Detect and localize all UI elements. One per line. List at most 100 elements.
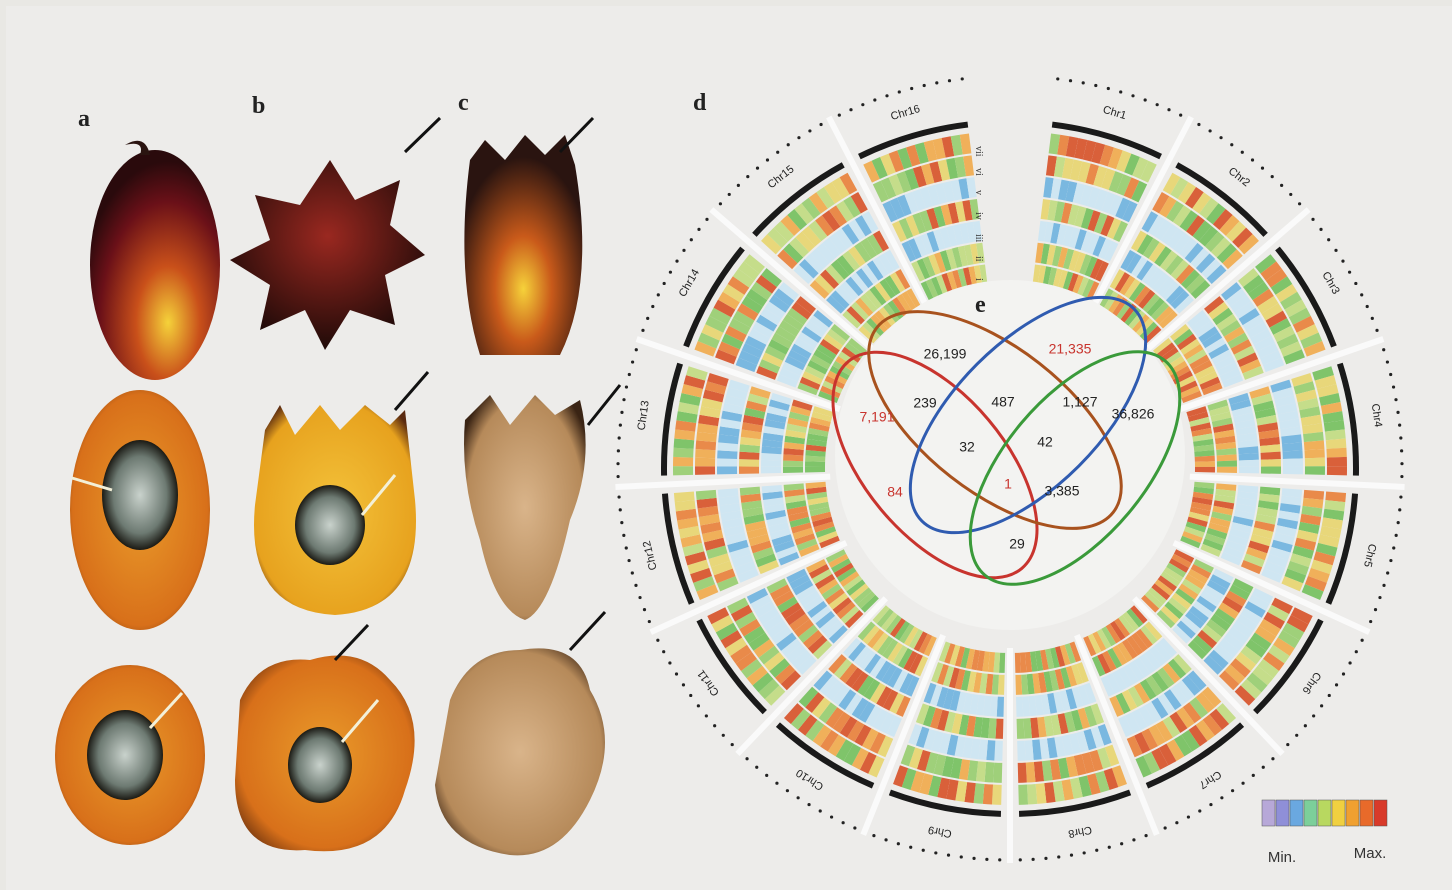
heatmap-cell — [1265, 310, 1288, 328]
heatmap-cell — [1296, 324, 1319, 341]
heatmap-cell — [767, 227, 788, 249]
heatmap-cell — [748, 533, 770, 547]
heatmap-cell — [1047, 692, 1058, 714]
heatmap-cell — [1176, 333, 1197, 351]
heatmap-cell — [1319, 525, 1342, 539]
heatmap-cell — [1059, 644, 1071, 666]
heatmap-cell — [696, 431, 717, 443]
heatmap-cell — [752, 672, 774, 693]
heatmap-cell — [762, 432, 784, 442]
tick-dot — [630, 571, 634, 575]
heatmap-cell — [1289, 553, 1312, 568]
heatmap-cell — [1201, 332, 1223, 349]
heatmap-cell — [1114, 617, 1131, 638]
heatmap-cell — [937, 709, 950, 731]
heatmap-cell — [929, 684, 943, 706]
heatmap-cell — [1160, 223, 1179, 245]
heatmap-cell — [906, 288, 921, 309]
track-label: ii — [973, 256, 984, 262]
heatmap-cell — [1250, 632, 1272, 651]
heatmap-cell — [1175, 264, 1195, 285]
fruit-a1 — [90, 150, 220, 380]
heatmap-cell — [1186, 215, 1205, 237]
heatmap-cell — [1141, 211, 1159, 233]
tick-dot — [1251, 773, 1255, 777]
tick-dot — [1018, 858, 1022, 862]
heatmap-cell — [721, 517, 744, 530]
heatmap-cell — [982, 783, 994, 805]
tick-dot — [617, 495, 621, 499]
heatmap-cell — [991, 784, 1002, 805]
sector-divider — [1179, 336, 1385, 413]
tick-dot — [1391, 385, 1396, 389]
heatmap-cell — [1043, 177, 1054, 199]
heatmap-cell — [786, 505, 808, 516]
heatmap-cell — [934, 182, 948, 205]
heatmap-cell — [1232, 620, 1254, 639]
heatmap-cell — [848, 641, 866, 662]
heatmap-cell — [717, 442, 739, 452]
heatmap-cell — [1125, 253, 1142, 274]
heatmap-cell — [966, 221, 976, 243]
heatmap-cell — [1146, 268, 1165, 289]
heatmap-cell — [1057, 269, 1068, 291]
heatmap-cell — [941, 136, 955, 158]
tick-dot — [730, 742, 734, 747]
heatmap-cell — [1314, 375, 1337, 390]
tick-dot — [1230, 143, 1234, 147]
heatmap-cell — [1300, 513, 1322, 526]
heatmap-cell — [740, 493, 762, 503]
heatmap-cell — [1101, 168, 1116, 190]
heatmap-cell — [1256, 507, 1278, 518]
heatmap-cell — [938, 732, 952, 755]
tick-dot — [634, 348, 638, 352]
heatmap-cell — [1257, 658, 1280, 679]
heatmap-cell — [980, 717, 990, 739]
heatmap-cell — [863, 679, 881, 700]
heatmap-cell — [1131, 709, 1148, 731]
heatmap-cell — [910, 770, 925, 793]
heatmap-cell — [1107, 648, 1123, 669]
legend: Min. Max. — [1261, 799, 1388, 866]
heatmap-cell — [820, 729, 839, 752]
tick-dot — [618, 508, 622, 512]
heatmap-cell — [1238, 453, 1259, 461]
heatmap-cell — [673, 447, 694, 458]
venn — [831, 295, 1182, 586]
heatmap-cell — [1128, 310, 1146, 330]
heatmap-cell — [923, 682, 937, 704]
heatmap-cell — [976, 650, 985, 672]
heatmap-cell — [806, 558, 827, 574]
heatmap-cell — [869, 732, 886, 754]
heatmap-cell — [836, 255, 855, 276]
heatmap-cell — [911, 189, 926, 211]
heatmap-cell — [1260, 459, 1281, 467]
heatmap-cell — [773, 288, 795, 307]
heatmap-cell — [1251, 587, 1274, 604]
tick-dot — [837, 113, 841, 117]
heatmap-cell — [996, 696, 1005, 717]
heatmap-cell — [1132, 157, 1149, 179]
heatmap-cell — [675, 508, 697, 521]
heatmap-cell — [743, 513, 765, 525]
heatmap-cell — [806, 486, 827, 495]
heatmap-cell — [1111, 670, 1127, 691]
heatmap-cell — [1140, 160, 1157, 183]
heatmap-cell — [1208, 522, 1230, 534]
heatmap-cell — [939, 227, 952, 249]
heatmap-cell — [838, 351, 858, 367]
heatmap-cell — [1271, 539, 1293, 553]
heatmap-cell — [695, 449, 716, 459]
heatmap-cell — [1171, 553, 1192, 569]
heatmap-cell — [1267, 604, 1290, 622]
heatmap-cell — [1256, 342, 1279, 359]
heatmap-cell — [1085, 163, 1099, 186]
heatmap-cell — [1032, 264, 1041, 286]
heatmap-cell — [721, 410, 743, 422]
heatmap-cell — [1218, 602, 1239, 620]
heatmap-cell — [763, 652, 785, 672]
heatmap-cell — [783, 243, 804, 264]
heatmap-cell — [973, 672, 983, 693]
heatmap-cell — [843, 743, 862, 766]
heatmap-cell — [785, 500, 807, 510]
